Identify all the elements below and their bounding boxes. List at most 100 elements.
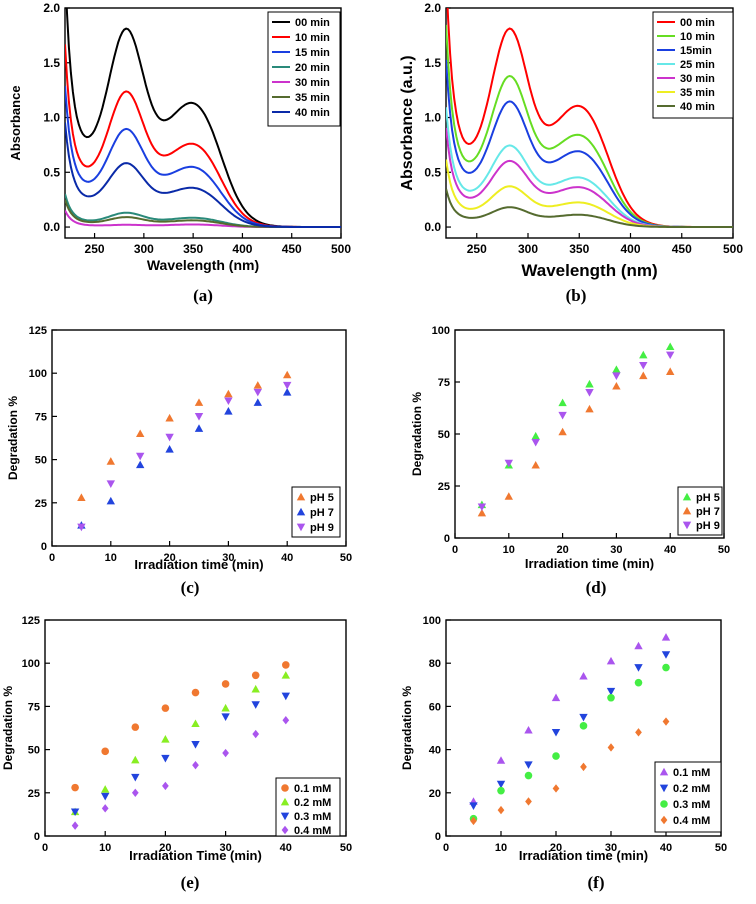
- data-point: [70, 808, 80, 817]
- series-line: [65, 122, 341, 228]
- data-point: [192, 760, 199, 770]
- data-point: [666, 367, 675, 375]
- x-axis-label: Wavelength (nm): [521, 261, 657, 280]
- y-tick-label: 0: [34, 831, 40, 843]
- data-point: [101, 804, 109, 813]
- chart-e: 0 10 20 30 40 50 0 25 50 75 100 125 Irradiation Time…: [1, 615, 352, 863]
- data-point: [558, 398, 567, 407]
- x-tick-label: 20: [550, 842, 562, 854]
- x-tick-label: 10: [503, 544, 515, 556]
- legend-label: 15 min: [295, 47, 330, 59]
- x-tick-label: 20: [556, 544, 568, 556]
- x-tick-label: 50: [715, 842, 727, 854]
- x-tick-label: 10: [495, 842, 507, 854]
- y-tick-label: 20: [429, 788, 441, 800]
- data-point: [224, 407, 233, 415]
- x-axis-label: Irradiation time (min): [519, 848, 648, 863]
- data-point: [531, 431, 540, 440]
- data-point: [552, 752, 560, 760]
- legend-label: 0.3 mM: [673, 799, 710, 811]
- y-tick-label: 0.5: [43, 165, 60, 179]
- series-line: [65, 199, 341, 228]
- data-point: [551, 728, 561, 737]
- data-point: [585, 404, 594, 413]
- data-point: [165, 433, 174, 442]
- legend-label: pH 9: [696, 520, 720, 532]
- data-point: [101, 792, 110, 801]
- y-axis-label: Degradation %: [400, 686, 414, 770]
- legend: 0.1 mM 0.2 mM 0.3 mM 0.4 mM: [654, 761, 722, 833]
- data-point: [607, 693, 615, 702]
- y-tick-label: 100: [22, 658, 40, 670]
- x-tick-label: 300: [134, 242, 154, 256]
- legend-swatch: [660, 815, 668, 825]
- x-axis-label: Wavelength (nm): [147, 257, 259, 273]
- data-point: [191, 741, 200, 749]
- data-point: [221, 703, 230, 712]
- legend-box: [267, 11, 341, 127]
- data-point: [161, 704, 170, 712]
- caption-c: (c): [180, 578, 200, 597]
- data-point: [497, 786, 505, 795]
- chart-b: 250 300 350 400 450 500 0.0 0.5 1.0 1.5 2.0 Wavelen…: [399, 1, 743, 280]
- data-point: [281, 692, 290, 701]
- caption-f: (f): [587, 873, 605, 892]
- data-point: [666, 342, 675, 350]
- data-point: [524, 771, 533, 780]
- x-tick-label: 0: [49, 552, 55, 564]
- caption-d: (d): [585, 578, 607, 597]
- chart-f: 0 10 20 30 40 50 0 20 40 60 80 100 Irradiation time …: [400, 615, 727, 863]
- data-point: [194, 398, 204, 406]
- y-axis-label: Degradation %: [6, 396, 20, 480]
- y-tick-label: 125: [29, 325, 47, 337]
- y-tick-label: 80: [429, 658, 441, 670]
- data-point: [634, 641, 643, 650]
- x-tick-label: 40: [280, 842, 292, 854]
- y-tick-label: 0: [444, 533, 450, 545]
- legend-swatch: [659, 784, 669, 793]
- data-point: [579, 671, 588, 680]
- data-point: [579, 722, 588, 730]
- data-point: [71, 783, 79, 792]
- x-tick-label: 250: [467, 242, 487, 256]
- y-tick-label: 100: [423, 615, 441, 627]
- x-tick-label: 50: [340, 842, 352, 854]
- data-point: [106, 496, 115, 505]
- data-point: [161, 735, 170, 743]
- plot-frame: [44, 619, 347, 837]
- legend-label: 0.2 mM: [294, 797, 331, 809]
- data-point: [71, 821, 79, 830]
- x-tick-label: 350: [569, 242, 589, 256]
- data-point: [634, 678, 643, 687]
- y-axis-label: Degradation %: [1, 686, 15, 770]
- data-point: [469, 802, 478, 810]
- legend: 00 min 10 min 15 min 20 min 30 min 35 min 40 m…: [267, 11, 341, 127]
- data-point: [283, 381, 292, 390]
- legend-label: pH 9: [310, 522, 334, 534]
- data-point: [251, 684, 260, 693]
- data-point: [662, 663, 670, 672]
- data-point: [666, 351, 675, 360]
- data-point: [661, 651, 671, 659]
- y-axis-label: Degradation %: [410, 392, 424, 476]
- y-tick-label: 75: [35, 411, 47, 423]
- legend-swatch: [281, 825, 289, 835]
- data-point: [639, 371, 648, 380]
- data-point: [634, 664, 643, 672]
- legend-swatch: [280, 812, 290, 821]
- x-tick-label: 30: [219, 842, 231, 854]
- data-point: [552, 784, 560, 793]
- data-point: [194, 424, 204, 432]
- data-point: [551, 693, 561, 702]
- legend-label: 0.3 mM: [294, 811, 331, 823]
- y-axis-label: Absorbance (a.u.): [399, 55, 416, 190]
- chart-a: 250 300 350 400 450 500 0.0 0.5 1.0 1.5 2.0 Wavelen…: [8, 1, 351, 273]
- y-tick-label: 60: [429, 701, 441, 713]
- legend-label: pH 5: [310, 492, 334, 504]
- legend-label: 35 min: [295, 92, 330, 104]
- data-point: [131, 723, 140, 731]
- data-point: [253, 398, 262, 406]
- data-point: [639, 362, 648, 370]
- y-tick-label: 0: [435, 831, 441, 843]
